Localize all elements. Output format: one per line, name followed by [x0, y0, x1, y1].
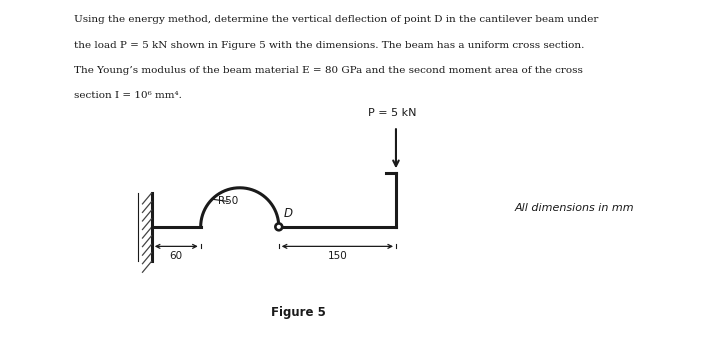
- Text: Using the energy method, determine the vertical deflection of point ​D​ in the c: Using the energy method, determine the v…: [74, 15, 598, 24]
- Text: All dimensions in mm: All dimensions in mm: [515, 203, 634, 213]
- Text: Figure 5: Figure 5: [271, 307, 326, 319]
- Text: P = 5 kN: P = 5 kN: [368, 108, 416, 118]
- Text: The Young’s modulus of the beam material ​E​ = 80 GPa and the second moment area: The Young’s modulus of the beam material…: [74, 66, 583, 75]
- Text: 60: 60: [170, 251, 183, 261]
- Text: section ​I​ = 10⁶ mm⁴.: section ​I​ = 10⁶ mm⁴.: [74, 91, 182, 100]
- Text: the load ​P​ = 5 kN shown in Figure 5 with the dimensions. The beam has a unifor: the load ​P​ = 5 kN shown in Figure 5 wi…: [74, 41, 585, 50]
- Text: 150: 150: [328, 251, 347, 261]
- Text: R50: R50: [218, 196, 238, 207]
- Text: D: D: [284, 207, 292, 220]
- Circle shape: [275, 223, 282, 230]
